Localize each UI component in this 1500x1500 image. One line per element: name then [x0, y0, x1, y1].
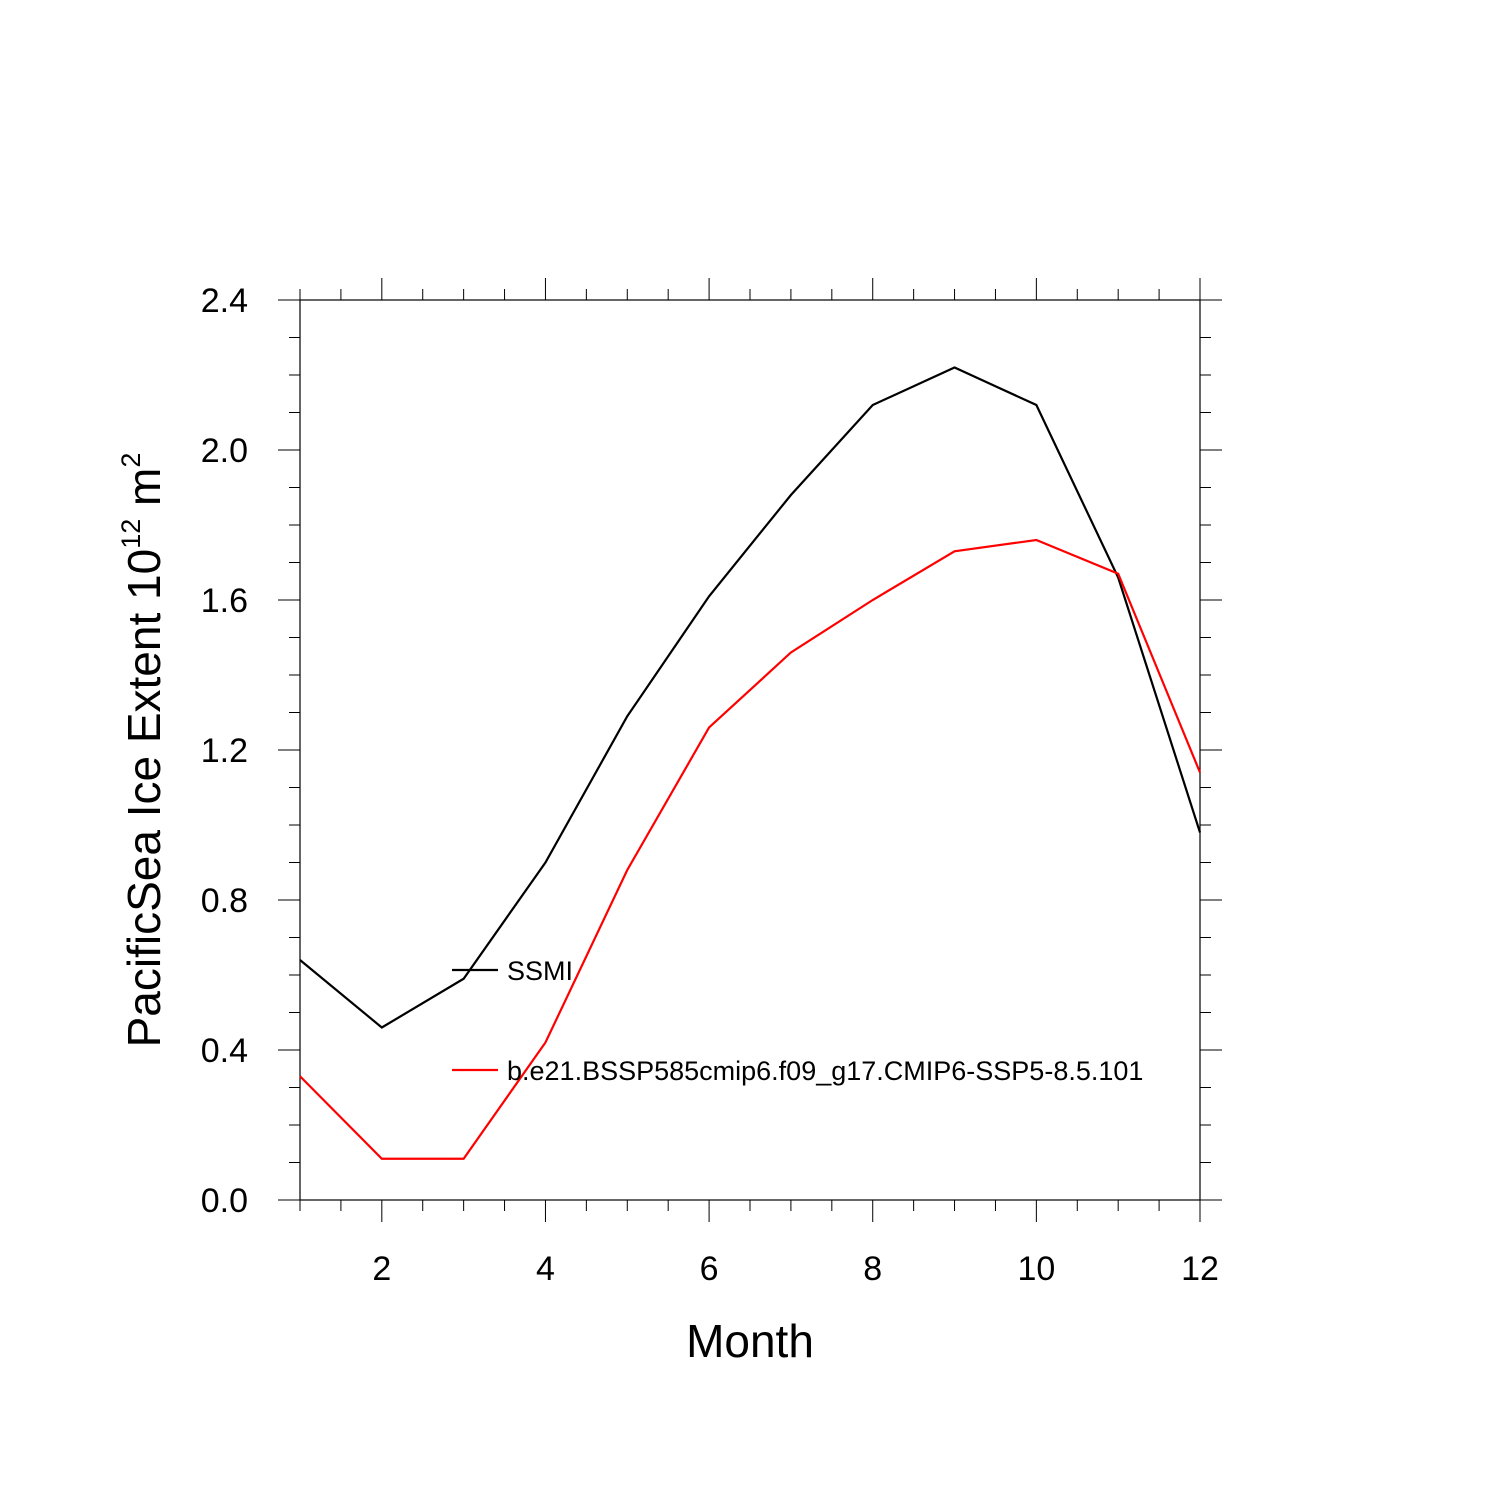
legend-entry-model: b.e21.BSSP585cmip6.f09_g17.CMIP6-SSP5-8.… [452, 1056, 1143, 1086]
y-axis-title: PacificSea Ice Extent 1012 m2 [116, 453, 170, 1048]
tick-marks [278, 278, 1222, 1222]
y-tick-label-0.8: 0.8 [201, 882, 248, 920]
series-line-0 [299, 366, 1202, 1029]
x-tick-label-4: 4 [536, 1250, 555, 1288]
y-axis-title-unit: m [118, 468, 170, 519]
legend-label-ssmi: SSMI [507, 956, 573, 986]
tick-labels: 2 4 6 8 10 12 0.0 0.4 0.8 1.2 1.6 2.0 2.4 [201, 282, 1219, 1288]
y-tick-label-0: 0.0 [201, 1182, 248, 1220]
y-axis-title-unit-exponent: 2 [116, 453, 146, 468]
legend-label-model: b.e21.BSSP585cmip6.f09_g17.CMIP6-SSP5-8.… [507, 1056, 1143, 1086]
x-tick-label-12: 12 [1181, 1250, 1219, 1288]
series-lines [299, 366, 1202, 1160]
x-axis-title: Month [686, 1315, 814, 1367]
y-axis-title-main: PacificSea Ice Extent 10 [118, 549, 170, 1048]
x-tick-label-10: 10 [1017, 1250, 1055, 1288]
y-tick-label-1.2: 1.2 [201, 732, 248, 770]
y-tick-label-0.4: 0.4 [201, 1032, 248, 1070]
legend-entry-ssmi: SSMI [452, 956, 573, 986]
y-tick-label-1.6: 1.6 [201, 582, 248, 620]
series-line-1 [299, 538, 1202, 1160]
x-tick-label-8: 8 [863, 1250, 882, 1288]
x-tick-label-6: 6 [700, 1250, 719, 1288]
y-axis-title-exponent: 12 [116, 519, 146, 549]
x-tick-label-2: 2 [372, 1250, 391, 1288]
plot-frame [299, 299, 1201, 1201]
y-tick-label-2.4: 2.4 [201, 282, 248, 320]
legend: SSMI b.e21.BSSP585cmip6.f09_g17.CMIP6-SS… [452, 956, 1143, 1086]
y-tick-label-2: 2.0 [201, 432, 248, 470]
